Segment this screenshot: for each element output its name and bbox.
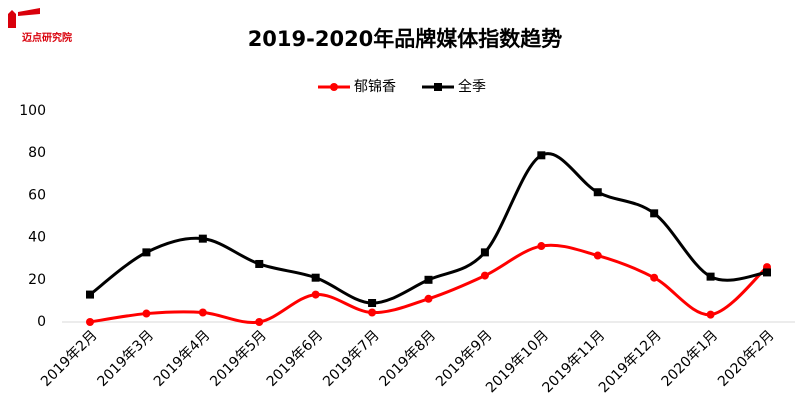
point xyxy=(537,242,546,251)
legend-label: 全季 xyxy=(458,78,486,95)
point xyxy=(424,275,433,284)
point xyxy=(86,290,94,299)
point xyxy=(424,294,433,303)
point xyxy=(311,273,320,282)
point xyxy=(593,188,602,197)
chart-title: 2019-2020年品牌媒体指数趋势 xyxy=(248,27,563,51)
legend-label: 郁锦香 xyxy=(354,78,396,95)
legend-marker xyxy=(330,83,338,91)
point xyxy=(142,248,151,257)
y-tick-label: 80 xyxy=(28,145,46,161)
point xyxy=(706,272,715,281)
y-tick-label: 60 xyxy=(28,187,46,203)
point xyxy=(311,290,320,299)
y-tick-label: 40 xyxy=(28,230,46,246)
point xyxy=(480,248,489,257)
point xyxy=(255,259,264,268)
point xyxy=(368,299,377,308)
logo-text: 迈点研究院 xyxy=(22,31,72,44)
y-tick-label: 20 xyxy=(28,272,46,288)
point xyxy=(537,151,546,160)
logo: 迈点研究院 xyxy=(8,8,72,44)
point xyxy=(86,318,94,326)
point xyxy=(480,271,489,280)
point xyxy=(368,308,377,317)
point xyxy=(198,234,207,243)
point xyxy=(650,209,659,218)
point xyxy=(255,318,264,326)
y-tick-label: 100 xyxy=(19,103,46,119)
point xyxy=(763,268,771,277)
point xyxy=(198,308,207,317)
point xyxy=(593,251,602,260)
point xyxy=(706,310,715,319)
point xyxy=(650,273,659,282)
point xyxy=(142,309,151,318)
legend-marker xyxy=(434,83,442,91)
y-tick-label: 0 xyxy=(37,314,46,330)
